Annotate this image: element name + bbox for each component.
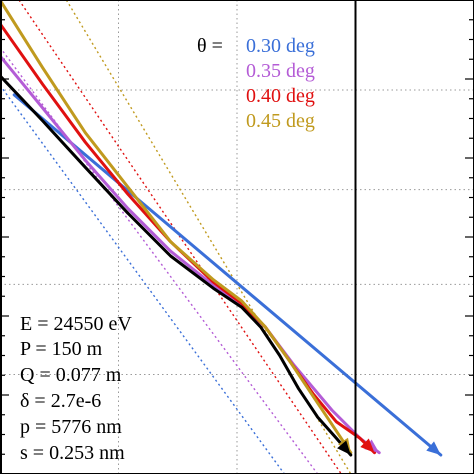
param-period: p = 5776 nm [20, 416, 122, 438]
legend-prefix: θ = [197, 35, 223, 57]
series-arrow-0 [426, 441, 441, 455]
legend-entry-0-45: 0.45 deg [246, 110, 315, 132]
legend: θ = 0.30 deg 0.35 deg 0.40 deg 0.45 deg [197, 35, 315, 132]
param-s: s = 0.253 nm [20, 442, 125, 464]
dotted-series-0 [0, 84, 285, 474]
series-line-4 [0, 74, 353, 457]
legend-entry-0-35: 0.35 deg [246, 60, 315, 82]
series-arrow-4 [337, 440, 351, 455]
param-energy: E = 24550 eV [20, 313, 132, 335]
param-q-distance: Q = 0.077 m [20, 364, 122, 386]
series-line-2 [0, 22, 376, 455]
parameter-annotations: E = 24550 eV P = 150 m Q = 0.077 m δ = 2… [20, 313, 132, 464]
param-delta: δ = 2.7e-6 [20, 390, 101, 412]
series-line-3 [0, 0, 353, 455]
series-line-1 [0, 54, 381, 455]
dotted-series-2 [18, 0, 342, 474]
dotted-series-1 [0, 46, 319, 474]
legend-entry-0-40: 0.40 deg [246, 85, 315, 107]
param-p-distance: P = 150 m [20, 338, 103, 360]
series-arrow-2 [360, 438, 375, 453]
legend-entry-0-30: 0.30 deg [246, 35, 315, 57]
series-group [0, 0, 443, 457]
series-line-0 [12, 93, 443, 457]
arrow-group [337, 437, 441, 455]
